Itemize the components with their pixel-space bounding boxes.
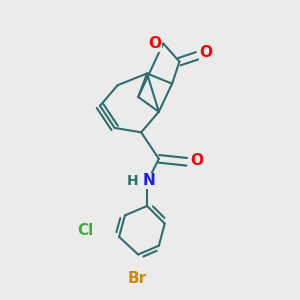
Text: Br: Br: [127, 271, 146, 286]
Text: O: O: [200, 45, 212, 60]
Text: Cl: Cl: [77, 224, 93, 238]
Text: H: H: [127, 174, 138, 188]
Text: O: O: [148, 36, 161, 51]
Text: O: O: [190, 153, 203, 168]
Text: N: N: [142, 173, 155, 188]
